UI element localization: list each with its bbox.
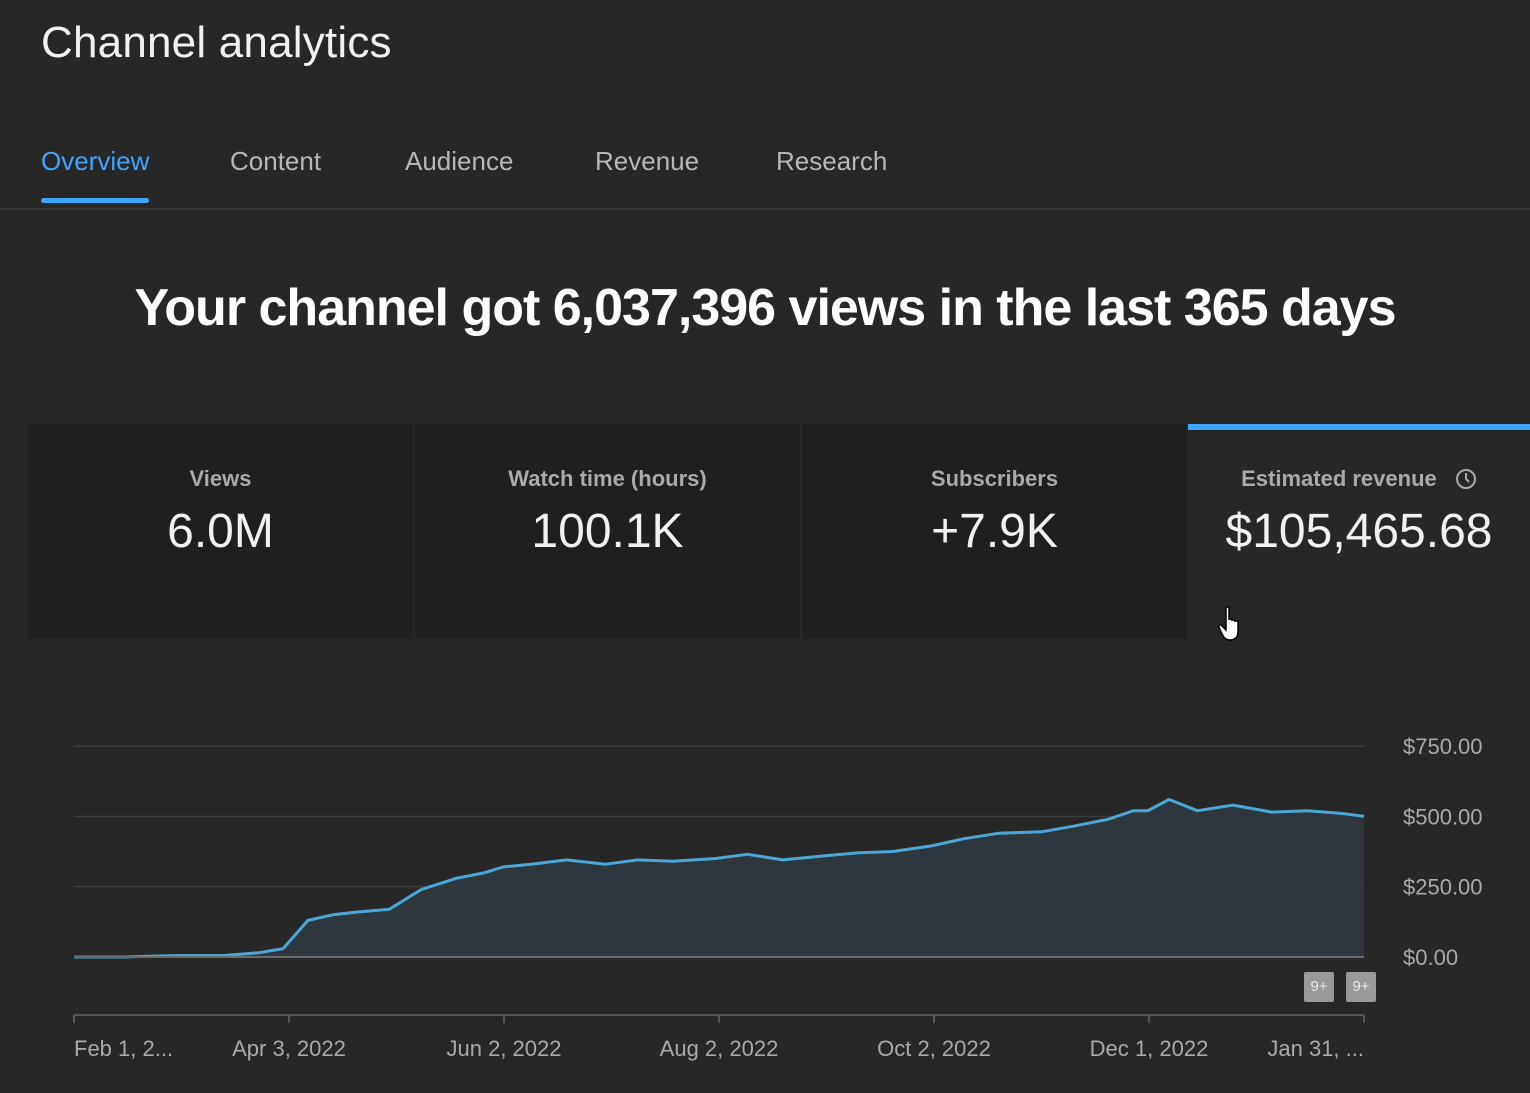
y-tick-label: $500.00 (1403, 804, 1483, 829)
tab-content[interactable]: Content (230, 146, 322, 176)
metric-label-text: Estimated revenue (1241, 466, 1437, 491)
series-area (74, 799, 1364, 957)
y-tick-label: $750.00 (1403, 734, 1483, 759)
tab-revenue[interactable]: Revenue (595, 146, 700, 176)
x-tick-label: Dec 1, 2022 (1090, 1036, 1209, 1061)
x-tick-label: Feb 1, 2... (74, 1036, 173, 1061)
metric-value: $105,465.68 (1225, 505, 1493, 558)
metric-card-watch-time[interactable]: Watch time (hours) 100.1K (415, 424, 800, 639)
metric-label: Watch time (hours) (508, 466, 707, 491)
metric-card-subscribers[interactable]: Subscribers +7.9K (802, 424, 1187, 639)
annotation-badge[interactable]: 9+ (1304, 972, 1334, 1002)
annotation-badge[interactable]: 9+ (1346, 972, 1376, 1002)
tab-research[interactable]: Research (776, 146, 888, 176)
metric-value: +7.9K (931, 505, 1058, 558)
x-tick-label: Apr 3, 2022 (232, 1036, 346, 1061)
metric-label: Views (189, 466, 252, 491)
x-tick-label: Jun 2, 2022 (447, 1036, 562, 1061)
metric-cards: Views 6.0M Watch time (hours) 100.1K Sub… (28, 424, 1530, 639)
tab-bar: Overview Content Audience Revenue Resear… (0, 130, 1530, 210)
metric-card-estimated-revenue[interactable]: Estimated revenue $105,465.68 (1188, 424, 1530, 639)
y-tick-label: $0.00 (1403, 945, 1458, 970)
series-line (74, 798, 1365, 959)
metric-card-views[interactable]: Views 6.0M (28, 424, 413, 639)
pointer-cursor-icon (1218, 606, 1248, 642)
tab-overview[interactable]: Overview (41, 146, 150, 203)
tab-audience[interactable]: Audience (405, 146, 514, 176)
x-tick-label: Oct 2, 2022 (877, 1036, 991, 1061)
headline: Your channel got 6,037,396 views in the … (134, 279, 1396, 337)
metric-value: 6.0M (167, 505, 274, 558)
x-tick-label: Aug 2, 2022 (660, 1036, 779, 1061)
metric-label: Estimated revenue (1188, 466, 1530, 492)
chart-svg: $750.00 $500.00 $250.00 $0.00 Feb 1, 2... Apr… (73, 734, 1483, 1061)
metric-label: Subscribers (930, 466, 1059, 491)
revenue-chart: $750.00 $500.00 $250.00 $0.00 Feb 1, 2... Apr… (0, 660, 1530, 1088)
y-tick-label: $250.00 (1403, 875, 1483, 900)
page-title: Channel analytics (41, 18, 392, 67)
clock-icon[interactable] (1455, 468, 1477, 490)
x-tick-label: Jan 31, ... (1267, 1036, 1364, 1061)
metric-value: 100.1K (531, 505, 684, 558)
